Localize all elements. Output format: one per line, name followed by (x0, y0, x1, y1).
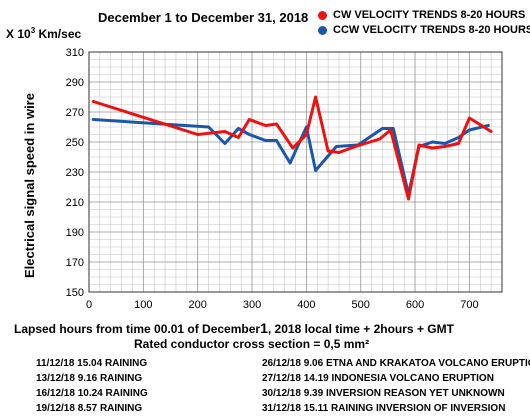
legend-item-cw: CW VELOCITY TRENDS 8-20 HOURS (318, 8, 530, 23)
y-tick-label: 210 (66, 197, 84, 209)
chart-title: December 1 to December 31, 2018 (98, 10, 309, 25)
cw-legend-marker (318, 11, 327, 20)
y-unit-suffix: Km/sec (35, 27, 82, 41)
y-tick-label: 290 (66, 77, 84, 89)
plot-frame (88, 51, 503, 293)
x-tick-label: 400 (297, 299, 315, 311)
event-note: 27/12/18 14.19 INDONESIA VOLCANO ERUPTIO… (262, 373, 494, 384)
x-axis-label-part2: , 2018 local time + 2hours + GMT (267, 322, 454, 336)
y-tick-label: 270 (66, 107, 84, 119)
y-tick-label: 190 (66, 227, 84, 239)
x-tick-label: 700 (460, 299, 478, 311)
y-tick-label: 170 (66, 257, 84, 269)
y-unit-exponent: 3 (30, 26, 36, 35)
event-note: 19/12/18 8.57 RAINING (36, 403, 143, 414)
y-tick-label: 230 (66, 167, 84, 179)
cw-series-line (91, 95, 493, 201)
event-note: 30/12/18 9.39 INVERSION REASON YET UNKNO… (262, 388, 505, 399)
event-notes-right: 26/12/18 9.06 ETNA AND KRAKATOA VOLCANO … (262, 356, 530, 416)
x-tick-label: 600 (406, 299, 424, 311)
event-note: 31/12/18 15.11 RAINING INVERSION OF INVE… (262, 403, 506, 414)
ccw-legend-marker (318, 26, 327, 35)
y-tick-label: 150 (66, 287, 84, 299)
y-unit-prefix: X 10 (6, 27, 31, 41)
y-unit-label: X 103 Km/sec (6, 26, 81, 41)
event-note: 16/12/18 10.24 RAINING (36, 388, 148, 399)
legend: CW VELOCITY TRENDS 8-20 HOURS CCW VELOCI… (318, 8, 530, 38)
x-tick-label: 200 (189, 299, 207, 311)
x-tick-label: 300 (243, 299, 261, 311)
conductor-note: Rated conductor cross section = 0,5 mm² (134, 337, 370, 351)
event-note: 13/12/18 9.16 RAINING (36, 373, 143, 384)
event-notes-left: 11/12/18 15.04 RAINING 13/12/18 9.16 RAI… (36, 356, 148, 416)
legend-item-ccw: CCW VELOCITY TRENDS 8-20 HOURS (318, 23, 530, 38)
y-tick-label: 250 (66, 137, 84, 149)
ccw-legend-label: CCW VELOCITY TRENDS 8-20 HOURS (333, 24, 530, 36)
x-tick-label: 0 (86, 299, 92, 311)
x-tick-label: 500 (352, 299, 370, 311)
x-axis-label: Lapsed hours from time 00.01 of December… (14, 320, 454, 336)
x-tick-label: 100 (134, 299, 152, 311)
event-note: 26/12/18 9.06 ETNA AND KRAKATOA VOLCANO … (262, 358, 530, 369)
y-tick-label: 310 (66, 47, 84, 59)
x-axis-label-part1: Lapsed hours from time 00.01 of December (14, 322, 261, 336)
cw-legend-label: CW VELOCITY TRENDS 8-20 HOURS (333, 9, 526, 21)
x-axis-label-day: 1 (260, 320, 268, 336)
event-note: 11/12/18 15.04 RAINING (36, 358, 148, 369)
